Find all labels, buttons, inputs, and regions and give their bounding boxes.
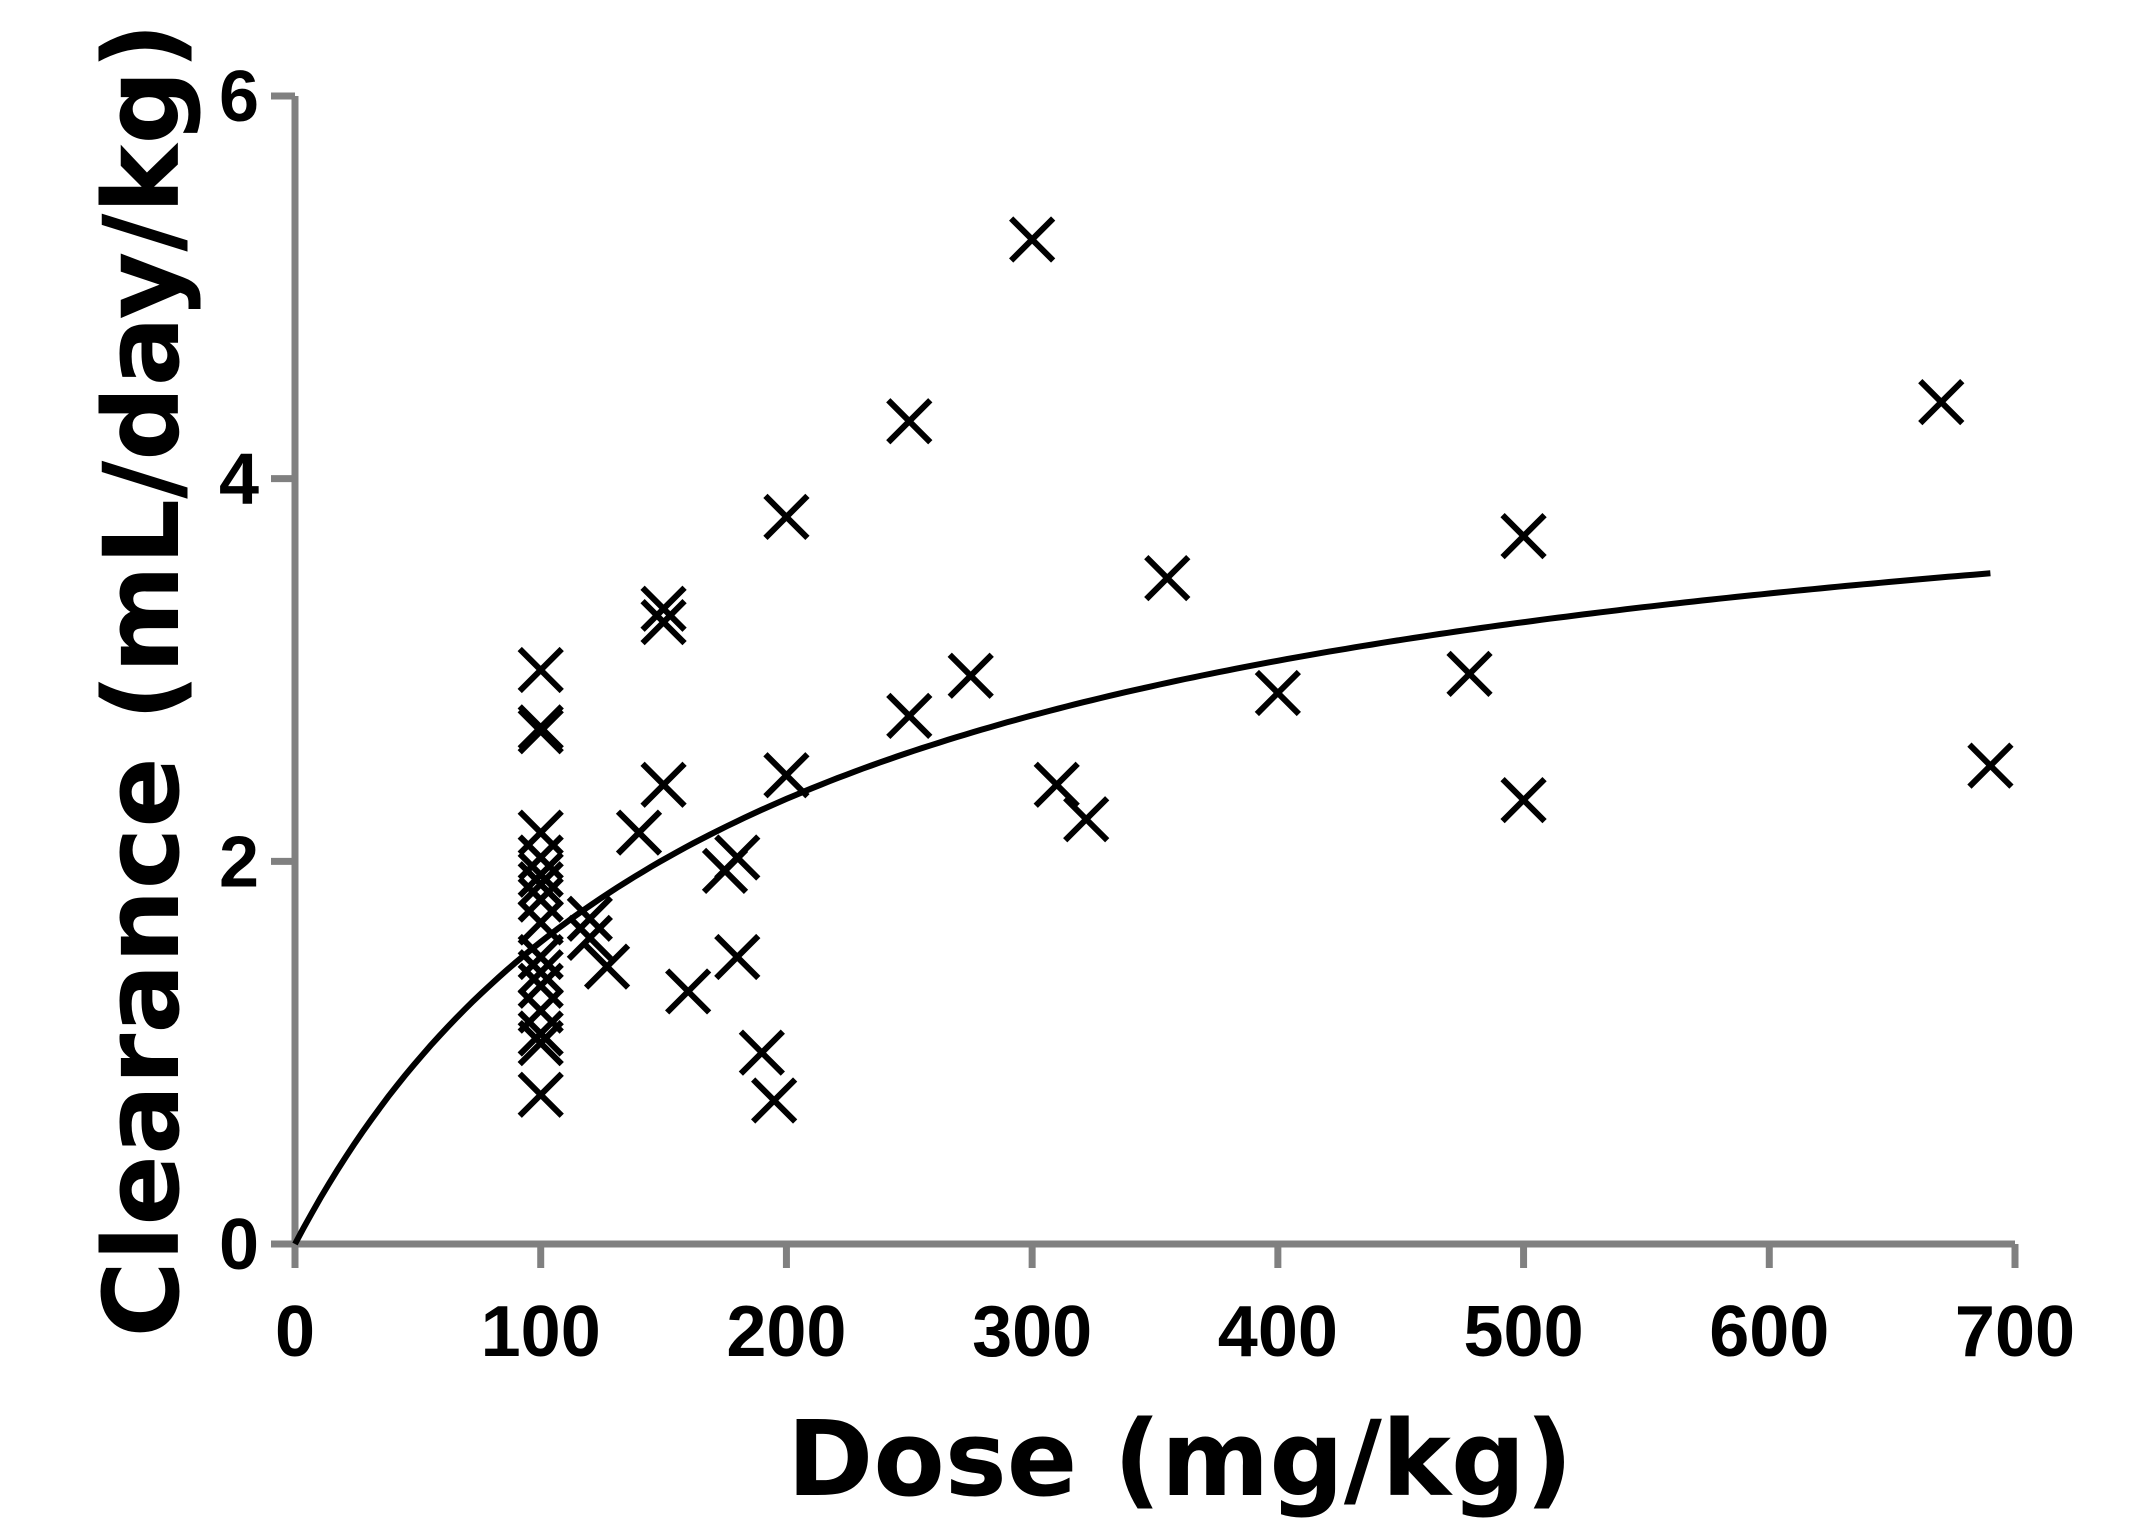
data-point xyxy=(1033,761,1080,808)
data-point xyxy=(738,1029,785,1076)
data-point xyxy=(566,914,613,961)
marker-stroke xyxy=(517,861,564,908)
marker-stroke xyxy=(517,1071,564,1118)
marker-stroke xyxy=(763,752,810,799)
data-point xyxy=(517,899,564,946)
marker-stroke xyxy=(738,1029,785,1076)
x-tick-label: 100 xyxy=(481,1292,601,1372)
x-tick-label: 600 xyxy=(1709,1292,1829,1372)
marker-stroke xyxy=(566,914,613,961)
data-point xyxy=(517,708,564,755)
data-point xyxy=(1063,796,1110,843)
marker-stroke xyxy=(763,493,810,541)
data-point xyxy=(886,692,933,740)
x-axis-title: Dose (mg/kg) xyxy=(787,1398,1573,1520)
marker-stroke xyxy=(1033,761,1080,808)
data-point xyxy=(583,943,631,990)
data-point xyxy=(640,585,687,632)
marker-stroke xyxy=(1254,669,1301,717)
marker-stroke xyxy=(886,398,933,445)
marker-stroke xyxy=(947,652,994,699)
y-tick-label: 4 xyxy=(219,440,259,520)
marker-stroke xyxy=(517,987,564,1034)
data-point xyxy=(763,752,810,799)
data-point xyxy=(1500,776,1547,824)
marker-stroke xyxy=(1063,796,1110,843)
data-point xyxy=(714,933,761,981)
fit-curve-layer xyxy=(292,570,1991,1246)
marker-stroke xyxy=(886,692,933,740)
y-axis-title: Clearance (mL/day/kg) xyxy=(81,22,203,1337)
x-tick-label: 500 xyxy=(1464,1292,1584,1372)
marker-stroke xyxy=(1144,555,1191,602)
marker-stroke xyxy=(714,834,761,881)
marker-stroke xyxy=(517,899,564,946)
marker-stroke xyxy=(665,968,712,1015)
marker-stroke xyxy=(517,949,564,996)
data-point xyxy=(517,861,564,908)
data-point xyxy=(517,1019,564,1067)
marker-stroke xyxy=(751,1077,798,1124)
fit-curve xyxy=(292,570,1991,1246)
marker-stroke xyxy=(517,1010,564,1057)
marker-stroke xyxy=(517,708,564,755)
data-point xyxy=(1967,742,2014,789)
data-point xyxy=(517,809,564,856)
data-point xyxy=(615,809,663,856)
data-point xyxy=(886,398,933,445)
x-tick-label: 700 xyxy=(1955,1292,2075,1372)
marker-stroke xyxy=(615,809,663,856)
data-point xyxy=(640,599,687,646)
x-tick-label: 400 xyxy=(1218,1292,1338,1372)
marker-stroke xyxy=(517,646,564,694)
y-tick-label: 0 xyxy=(219,1205,259,1285)
marker-stroke xyxy=(714,933,761,981)
data-point xyxy=(665,968,712,1015)
marker-stroke xyxy=(640,599,687,646)
data-point xyxy=(566,895,613,942)
marker-stroke xyxy=(1500,512,1547,560)
marker-stroke xyxy=(517,1019,564,1067)
marker-stroke xyxy=(640,761,687,808)
marker-stroke xyxy=(517,876,564,923)
data-point xyxy=(1446,650,1493,697)
x-tick-label: 0 xyxy=(275,1292,315,1372)
scatter-points xyxy=(517,216,2014,1124)
data-point xyxy=(751,1077,798,1124)
data-point xyxy=(517,876,564,923)
data-point xyxy=(763,493,810,541)
data-point xyxy=(1254,669,1301,717)
data-point xyxy=(517,1010,564,1057)
marker-stroke xyxy=(1918,379,1965,426)
marker-stroke xyxy=(1009,216,1056,263)
y-tick-label: 2 xyxy=(219,822,259,902)
axes xyxy=(291,96,2015,1248)
y-ticks: 0 2 4 6 xyxy=(219,57,295,1285)
data-point xyxy=(1144,555,1191,602)
marker-stroke xyxy=(640,585,687,632)
y-tick-label: 6 xyxy=(219,57,259,137)
data-point xyxy=(947,652,994,699)
marker-stroke xyxy=(1446,650,1493,697)
data-point xyxy=(1918,379,1965,426)
marker-stroke xyxy=(583,943,631,990)
marker-stroke xyxy=(1967,742,2014,789)
data-point xyxy=(517,646,564,694)
x-tick-label: 300 xyxy=(972,1292,1092,1372)
data-point xyxy=(517,1071,564,1118)
data-point xyxy=(640,761,687,808)
data-point xyxy=(517,987,564,1034)
x-ticks: 0 100 200 300 400 500 600 700 xyxy=(275,1244,2075,1372)
data-point xyxy=(714,834,761,881)
data-point xyxy=(517,949,564,996)
marker-stroke xyxy=(1500,776,1547,824)
x-tick-label: 200 xyxy=(726,1292,846,1372)
marker-stroke xyxy=(566,895,613,942)
data-point xyxy=(1500,512,1547,560)
data-point xyxy=(1009,216,1056,263)
